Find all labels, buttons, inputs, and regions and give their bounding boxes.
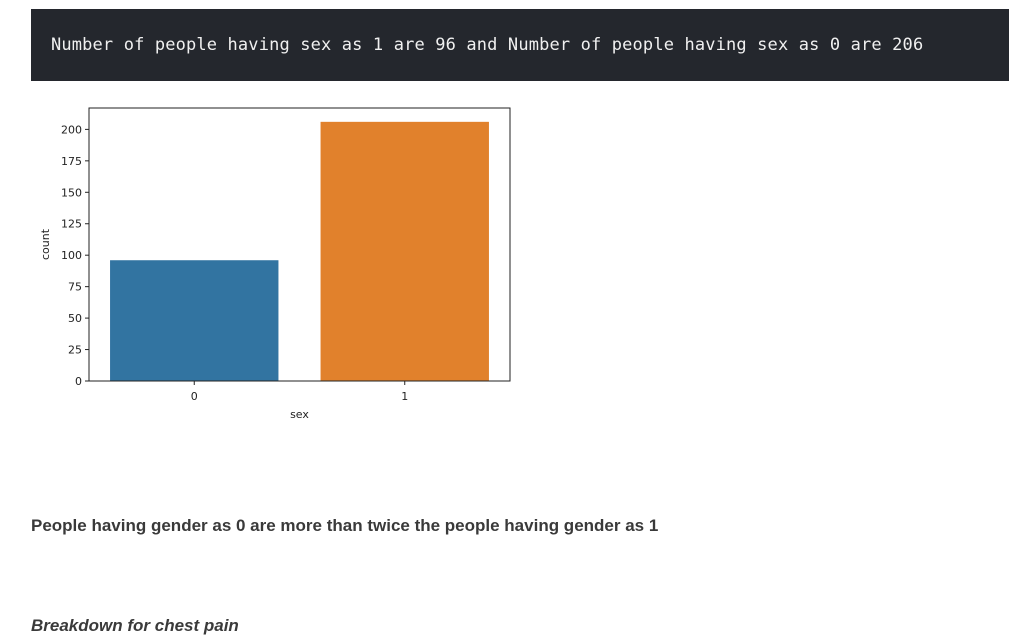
- y-tick-label: 175: [61, 155, 82, 168]
- y-tick-label: 0: [75, 375, 82, 388]
- y-tick-label: 125: [61, 218, 82, 231]
- y-tick-label: 100: [61, 249, 82, 262]
- x-tick-label: 1: [401, 390, 408, 403]
- plot-frame: [88, 107, 511, 382]
- count-plot: 0 25 50 75 100 125 150 175 200 0 1 sex count: [31, 96, 531, 436]
- x-tick-label: 0: [191, 390, 198, 403]
- y-tick-label: 75: [68, 281, 82, 294]
- chart-svg: 0 25 50 75 100 125 150 175 200 0 1 sex count: [39, 107, 511, 421]
- cell-output: Number of people having sex as 1 are 96 …: [31, 9, 1009, 81]
- output-text: Number of people having sex as 1 are 96 …: [51, 35, 924, 55]
- y-tick-label: 150: [61, 186, 82, 199]
- section-subheading: Breakdown for chest pain: [31, 616, 239, 635]
- bar-0: [110, 260, 279, 381]
- y-tick-label: 200: [61, 123, 82, 136]
- y-tick-label: 50: [68, 312, 82, 325]
- x-axis-label: sex: [290, 408, 309, 421]
- y-tick-label: 25: [68, 344, 82, 357]
- y-axis-label: count: [39, 228, 52, 260]
- bar-1: [320, 121, 489, 381]
- caption-text: People having gender as 0 are more than …: [31, 516, 659, 535]
